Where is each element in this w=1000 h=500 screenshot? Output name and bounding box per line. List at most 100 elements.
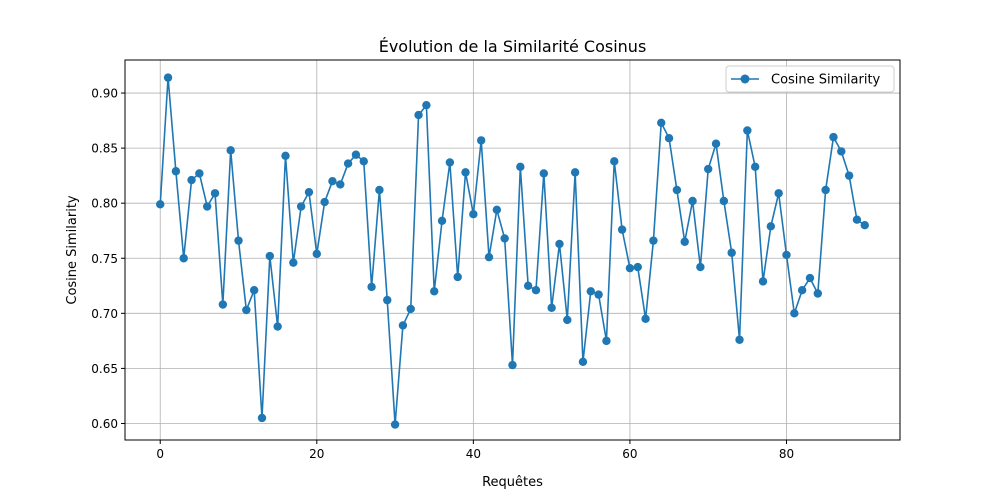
data-point [202,202,212,211]
x-tick-label: 20 [309,447,324,461]
data-point [688,196,697,206]
legend-label: Cosine Similarity [771,73,881,88]
data-point [422,100,431,110]
data-point [696,262,705,272]
data-point [163,73,173,82]
data-point [727,248,736,257]
data-point [476,136,486,145]
data-point [210,189,220,198]
data-point [171,167,181,176]
chart-title: Évolution de la Similarité Cosinus [379,37,647,56]
data-point [414,110,423,120]
data-point [617,225,627,234]
x-axis-ticks: 0 20 40 60 80 [156,440,794,461]
data-point [500,234,509,243]
data-point [461,168,470,177]
plot-frame [124,59,901,441]
data-point [398,321,408,330]
data-point [821,185,830,195]
data-point [430,287,439,296]
data-point [492,205,502,214]
x-tick-label: 80 [779,447,794,461]
data-point [508,360,517,370]
data-point [351,150,361,159]
y-axis-label: Cosine Similarity [65,195,80,305]
data-point [367,282,376,292]
data-point [649,236,658,245]
data-point [343,159,353,168]
data-point [758,277,768,286]
data-point [328,176,337,186]
data-point [860,221,869,230]
data-point [516,162,525,172]
data-point [852,215,862,224]
data-point [187,175,196,185]
data-point [539,169,549,178]
data-point [680,237,689,246]
data-point [805,273,815,283]
data-point [195,169,204,178]
data-point [265,251,275,261]
data-point [633,262,642,272]
data-point [304,187,314,197]
legend: Cosine Similarity [725,65,895,93]
data-point [257,413,267,423]
data-point [156,200,165,209]
data-point [226,146,235,155]
data-point [531,286,541,295]
data-point [289,258,298,267]
data-point [594,290,603,299]
data-point [296,202,306,211]
data-point [390,420,400,429]
data-point [437,216,447,226]
data-point [578,357,588,366]
legend-box [725,65,895,93]
data-point [242,305,251,315]
data-point [469,210,478,219]
data-point [586,287,595,296]
y-tick-label: 0.90 [91,87,118,101]
y-tick-label: 0.75 [91,252,118,266]
data-point [179,254,188,263]
data-point [774,189,783,198]
data-point [570,168,580,177]
y-tick-label: 0.80 [91,197,118,211]
y-tick-label: 0.85 [91,142,118,156]
data-point [218,300,228,309]
data-point [711,139,721,148]
data-point [375,185,384,195]
data-point [547,303,556,313]
data-point [610,157,619,166]
data-point [790,309,799,318]
data-point [563,315,572,325]
data-point [359,157,368,166]
data-point [625,263,635,273]
data-point [664,134,674,143]
y-tick-label: 0.65 [91,362,118,376]
data-point [672,185,682,195]
data-point [523,281,533,290]
data-point [782,250,791,260]
data-point [320,197,329,207]
data-point [602,336,611,346]
data-point [453,272,462,282]
data-point [312,249,321,259]
y-tick-label: 0.70 [91,307,118,321]
series-layer [156,73,869,429]
x-tick-label: 60 [622,447,637,461]
x-axis-label: Requêtes [482,475,543,490]
data-point [743,126,752,135]
data-point [445,158,455,167]
data-point [750,162,760,172]
data-point [735,335,744,344]
data-point [234,236,243,245]
x-tick-label: 0 [156,447,164,461]
data-point [484,252,494,262]
data-point [281,151,290,161]
data-point [249,286,259,295]
data-point [813,289,823,298]
data-point [719,196,729,206]
y-tick-label: 0.60 [91,417,118,431]
data-point [336,180,345,189]
